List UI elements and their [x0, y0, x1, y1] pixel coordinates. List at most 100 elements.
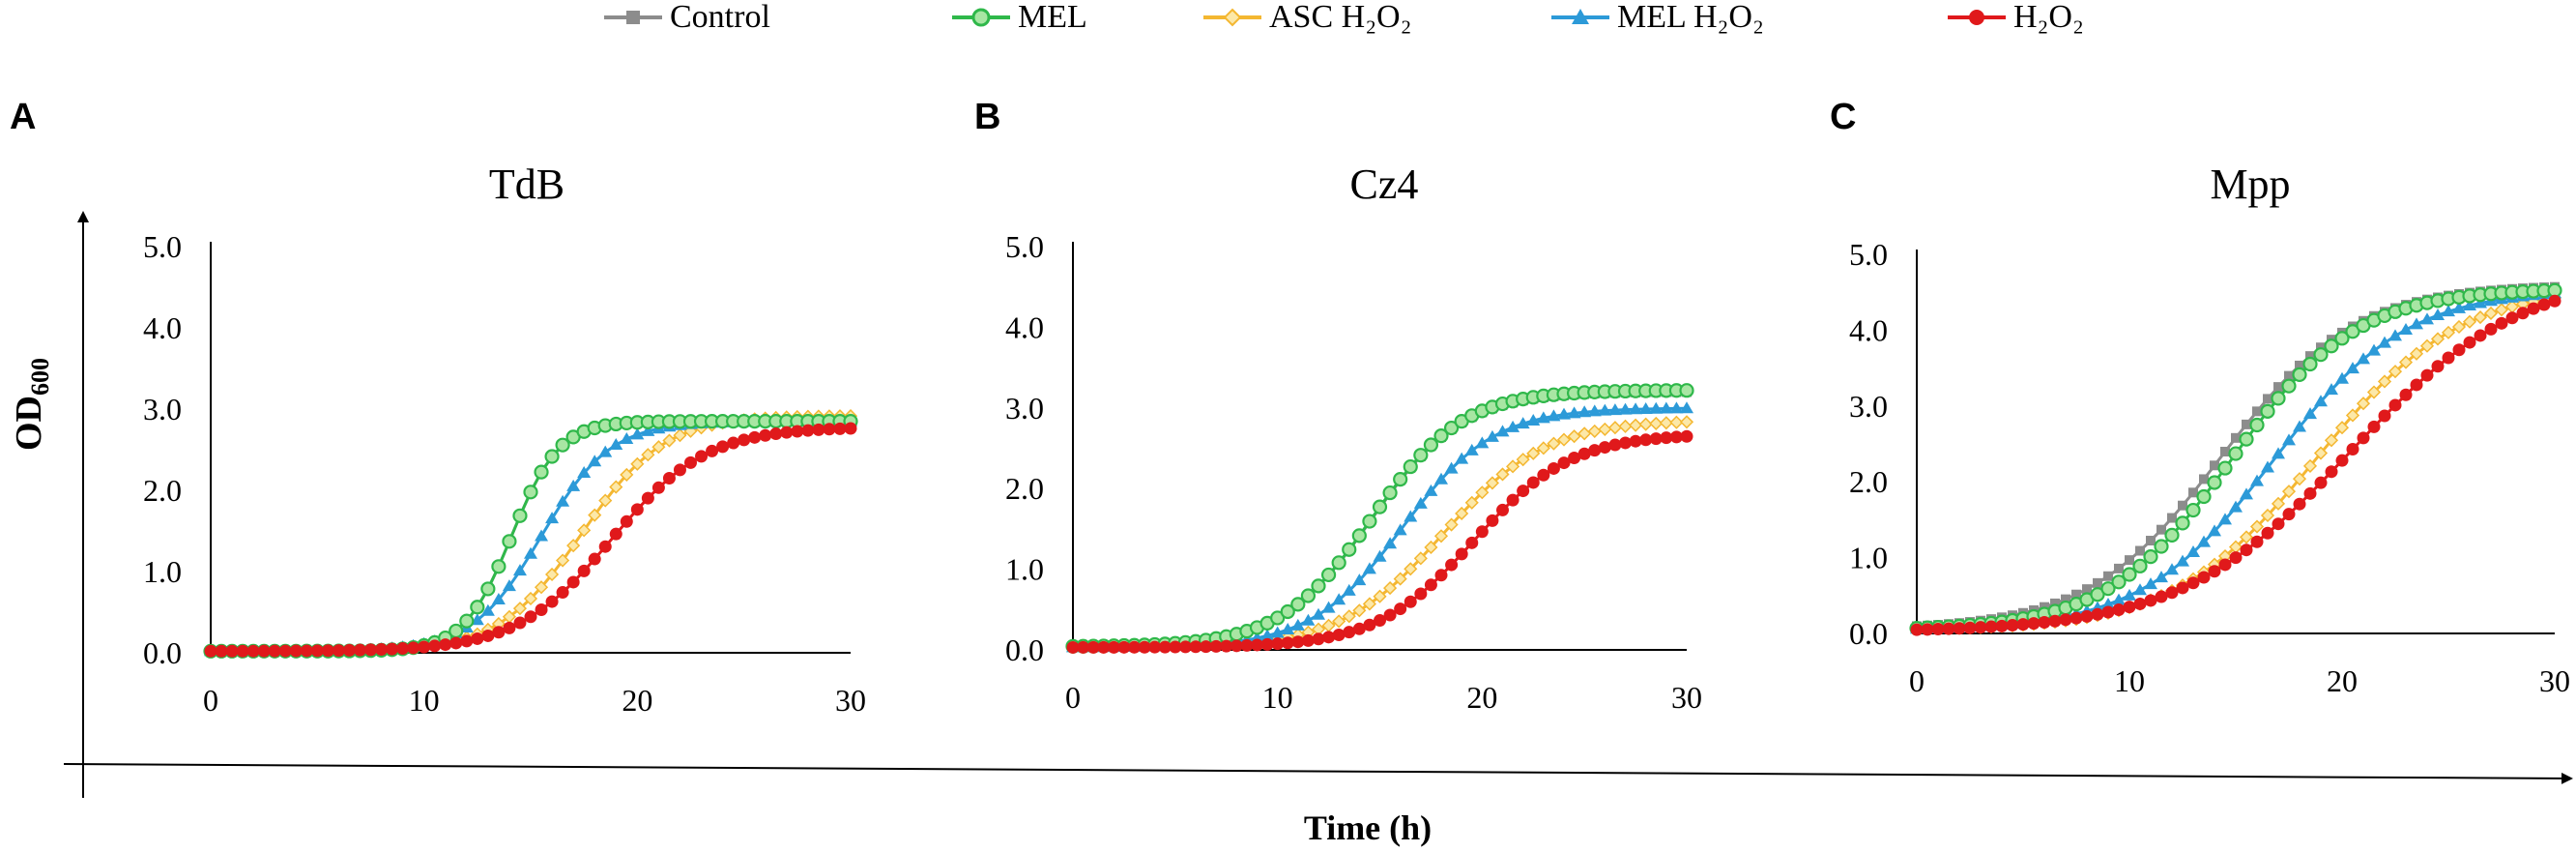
data-point	[2016, 618, 2030, 632]
data-point	[2303, 407, 2317, 420]
data-point	[513, 616, 527, 630]
data-point	[1251, 638, 1263, 652]
data-point	[1659, 416, 1673, 430]
series-mel	[1065, 383, 1694, 654]
data-point	[1352, 603, 1367, 618]
data-point	[2495, 316, 2508, 330]
y-tick-label: 4.0	[1849, 312, 1888, 347]
data-point	[1404, 510, 1418, 522]
data-point	[2154, 539, 2169, 554]
data-point	[2272, 447, 2285, 459]
data-point	[1393, 572, 1407, 586]
data-point	[460, 634, 474, 648]
y-tick-label: 4.0	[143, 310, 182, 345]
data-point	[1117, 640, 1131, 654]
data-point	[1517, 485, 1530, 498]
data-point	[1598, 403, 1612, 416]
data-point	[2442, 305, 2455, 317]
data-point	[491, 559, 507, 574]
data-point	[577, 564, 591, 577]
data-point	[353, 643, 366, 657]
data-point	[1372, 499, 1388, 514]
data-point	[1148, 640, 1162, 654]
data-point	[1362, 514, 1377, 529]
data-point	[1679, 383, 1694, 398]
data-point	[641, 491, 654, 505]
data-point	[2027, 617, 2041, 631]
data-point	[2178, 500, 2187, 511]
data-point	[2292, 472, 2307, 486]
data-point	[2305, 351, 2315, 362]
data-point	[1138, 640, 1151, 654]
data-point	[1230, 639, 1243, 653]
data-point	[2357, 352, 2370, 365]
data-point	[1189, 640, 1202, 654]
data-point	[535, 603, 548, 617]
data-point	[2208, 524, 2221, 537]
x-tick-label: 10	[2114, 663, 2145, 698]
data-point	[386, 642, 399, 656]
data-point	[1097, 640, 1111, 654]
y-tick-label: 1.0	[1849, 541, 1888, 575]
data-point	[2240, 487, 2253, 500]
data-point	[2324, 338, 2339, 354]
data-point	[1567, 429, 1581, 444]
data-point	[1320, 567, 1337, 583]
legend-label: MEL	[1018, 0, 1087, 35]
data-point	[545, 512, 560, 524]
data-point	[1638, 417, 1653, 431]
data-point	[1669, 401, 1684, 414]
data-point	[2261, 460, 2274, 473]
data-point	[1321, 601, 1336, 613]
data-point	[449, 623, 464, 639]
data-point	[1485, 476, 1499, 490]
data-point	[2302, 458, 2318, 473]
data-point	[1577, 426, 1592, 441]
data-point	[2250, 535, 2264, 548]
data-point	[2155, 571, 2168, 583]
data-point	[2165, 586, 2179, 600]
data-point	[716, 440, 730, 454]
data-point	[2242, 419, 2251, 429]
data-point	[1953, 622, 1966, 635]
legend-item-asc-h2o2: ASC H₂O₂	[1203, 0, 1411, 35]
data-point	[2185, 502, 2201, 518]
panel-title: TdB	[489, 161, 564, 208]
data-point	[2100, 581, 2116, 597]
data-point	[396, 642, 410, 656]
data-point	[2484, 322, 2498, 336]
data-point	[491, 592, 506, 604]
y-axis-title: OD600	[9, 358, 54, 451]
data-point	[268, 644, 281, 658]
data-point	[2122, 567, 2137, 582]
data-point	[1404, 562, 1418, 576]
data-point	[2313, 446, 2329, 460]
panel-b: B Cz4 0.0 1.0 2.0 3.0 4.0 5.0 0 10 20 30	[974, 97, 1702, 715]
data-point	[1629, 418, 1643, 432]
data-point	[1680, 401, 1693, 414]
data-point	[1424, 578, 1437, 592]
data-point	[2218, 513, 2232, 525]
data-point	[620, 514, 633, 528]
panel-c: C Mpp 0.0 1.0 2.0 3.0 4.0 5.0 0 10 20 30	[1830, 97, 2570, 698]
data-point	[2239, 530, 2254, 544]
data-point	[1281, 623, 1295, 635]
data-point	[2196, 488, 2212, 505]
data-point	[2452, 343, 2466, 357]
data-point	[556, 494, 570, 507]
data-point	[2325, 465, 2338, 479]
data-point	[780, 426, 794, 439]
data-point	[684, 455, 697, 469]
series-mel	[1909, 282, 2562, 636]
data-point	[1931, 623, 1945, 636]
data-point	[1974, 621, 1987, 634]
legend-item-control: Control	[604, 0, 770, 35]
data-point	[1679, 415, 1694, 429]
data-point	[748, 430, 762, 444]
data-point	[2377, 374, 2392, 389]
data-point	[791, 425, 804, 438]
data-point	[609, 527, 622, 541]
data-point	[1475, 436, 1490, 449]
data-point	[534, 464, 549, 480]
data-point	[534, 580, 549, 595]
